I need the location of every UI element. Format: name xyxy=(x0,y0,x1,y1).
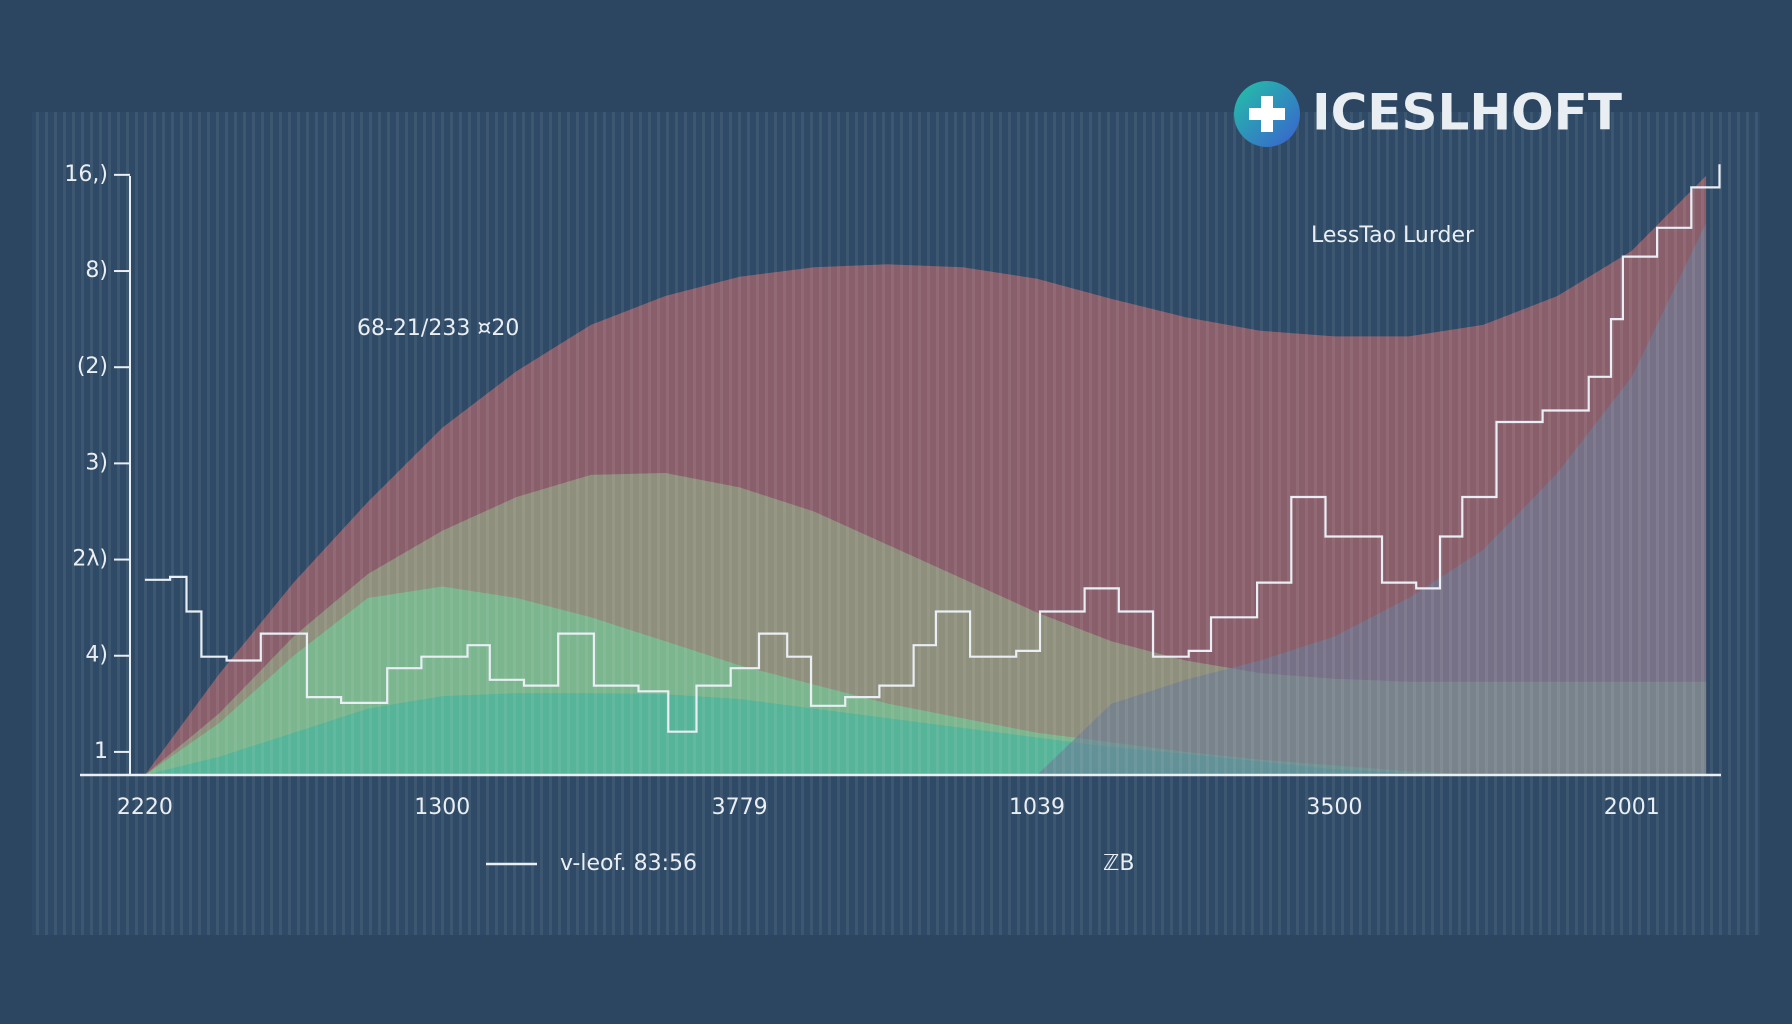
annotation: 68-21/233 ¤20 xyxy=(357,316,519,341)
y-tick-label: 3) xyxy=(85,450,108,475)
x-tick-label: 2220 xyxy=(117,795,173,820)
logo-cross xyxy=(1249,96,1285,132)
x-tick-label: 1039 xyxy=(1009,795,1065,820)
x-tick-label: 1300 xyxy=(414,795,470,820)
legend-label: v-leof. 83:56 xyxy=(560,851,697,876)
x-tick-label: 3779 xyxy=(712,795,768,820)
y-tick-label: 4) xyxy=(85,643,108,668)
logo: ICESLHOFT xyxy=(1234,81,1622,147)
y-tick-label: 1 xyxy=(94,739,108,764)
y-tick-label: 16,) xyxy=(64,162,108,187)
logo-text: ICESLHOFT xyxy=(1312,84,1622,142)
x-tick-label: 2001 xyxy=(1604,795,1660,820)
x-tick-label: 3500 xyxy=(1306,795,1362,820)
y-tick-label: (2) xyxy=(77,354,108,379)
y-tick-label: 2λ) xyxy=(72,547,108,572)
y-tick-label: 8) xyxy=(85,258,108,283)
annotation: LessTao Lurder xyxy=(1311,223,1475,248)
annotation: ℤB xyxy=(1103,851,1134,876)
